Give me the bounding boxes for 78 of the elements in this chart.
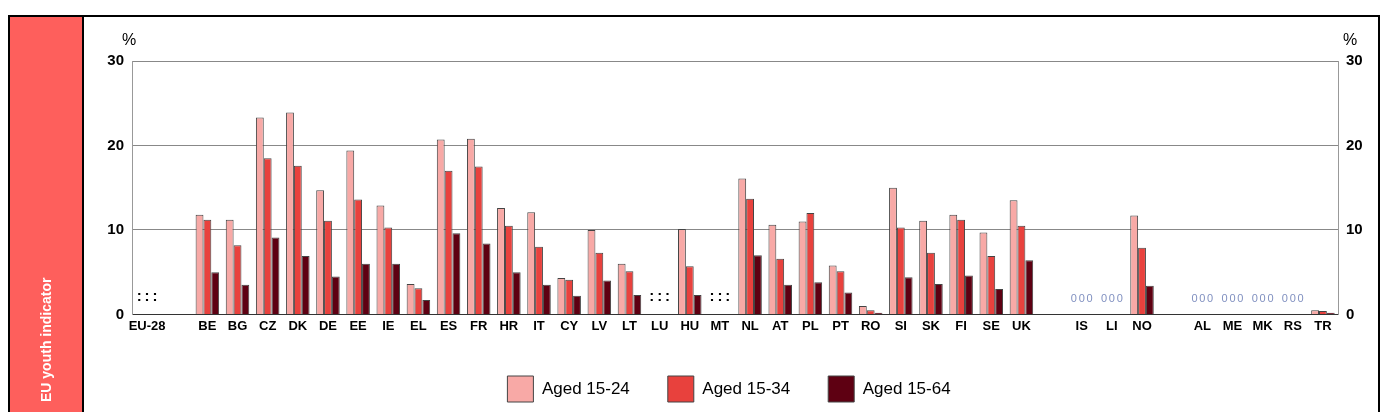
text: 0: [1086, 291, 1093, 304]
x-tick-label: FR: [470, 317, 488, 333]
x-tick-label: AL: [1193, 317, 1212, 333]
x-tick-label: HU: [680, 317, 700, 333]
x-tick-label: UK: [1012, 317, 1032, 333]
x-tick-label: AT: [772, 317, 789, 333]
text: 0: [1191, 291, 1198, 304]
y-tick-label: 20: [107, 135, 124, 153]
x-tick-label: SK: [921, 317, 941, 333]
x-tick-label: ES: [439, 317, 458, 333]
x-tick-label: EU-28: [128, 317, 166, 333]
text: EU youth indicator: [38, 277, 54, 402]
x-tick-label: BE: [198, 317, 217, 333]
x-tick-label: SE: [982, 317, 1001, 333]
x-tick-label: IS: [1075, 317, 1089, 333]
text: 0: [1289, 291, 1296, 304]
x-tick-label: LV: [591, 317, 608, 333]
legend-label: Aged 15-34: [702, 378, 791, 398]
y2-tick-label: 0: [1346, 304, 1355, 322]
text: 0: [1199, 291, 1206, 304]
text: :: [136, 287, 142, 305]
x-tick-label: LU: [650, 317, 669, 333]
x-tick-label: IT: [533, 317, 545, 333]
x-tick-label: PT: [832, 317, 849, 333]
text: 0: [1237, 291, 1244, 304]
x-tick-label: NO: [1132, 317, 1152, 333]
text: 0: [1267, 291, 1274, 304]
text: 0: [1207, 291, 1214, 304]
y-tick-label: 0: [115, 304, 124, 322]
x-tick-label: MK: [1252, 317, 1274, 333]
x-tick-label: PL: [802, 317, 819, 333]
text: :: [649, 287, 655, 305]
x-tick-label: FI: [955, 317, 967, 333]
y2-tick-label: 20: [1346, 135, 1363, 153]
text: 0: [1251, 291, 1258, 304]
text: :: [709, 287, 715, 305]
text: :: [144, 287, 150, 305]
legend-label: Aged 15-64: [862, 378, 951, 398]
x-tick-label: SI: [894, 317, 907, 333]
y-axis-title: %: [121, 31, 137, 49]
x-tick-label: RS: [1283, 317, 1303, 333]
x-tick-label: BG: [227, 317, 248, 333]
x-tick-label: MT: [710, 317, 730, 333]
y2-axis-title: %: [1342, 31, 1358, 49]
y-tick-label: 10: [107, 220, 124, 238]
text: :: [725, 287, 731, 305]
x-tick-label: CY: [560, 317, 579, 333]
x-tick-label: EE: [349, 317, 368, 333]
y2-tick-label: 10: [1346, 220, 1363, 238]
x-tick-label: DK: [288, 317, 308, 333]
text: 0: [1259, 291, 1266, 304]
text: :: [152, 287, 158, 305]
x-tick-label: NL: [741, 317, 759, 333]
x-tick-label: HR: [499, 317, 519, 333]
x-tick-label: DE: [318, 317, 338, 333]
x-tick-label: EL: [410, 317, 427, 333]
text: 0: [1100, 291, 1108, 304]
text: 0: [1297, 291, 1304, 304]
legend-label: Aged 15-24: [541, 378, 630, 398]
text: 0: [1070, 291, 1077, 304]
text: 0: [1281, 291, 1288, 304]
text: :: [664, 287, 670, 305]
text: 0: [1108, 291, 1115, 304]
text: :: [717, 287, 723, 305]
y-tick-label: 30: [107, 51, 124, 69]
x-tick-label: IE: [382, 317, 395, 333]
text: :: [657, 287, 663, 305]
x-tick-label: ME: [1222, 317, 1243, 333]
x-tick-label: LI: [1106, 317, 1118, 333]
y2-tick-label: 30: [1346, 51, 1363, 69]
text: 0: [1116, 291, 1123, 304]
text: 0: [1078, 291, 1085, 304]
text: 0: [1229, 291, 1236, 304]
text: 0: [1221, 291, 1228, 304]
x-tick-label: CZ: [259, 317, 277, 333]
x-tick-label: RO: [860, 317, 881, 333]
x-tick-label: LT: [622, 317, 637, 333]
x-tick-label: TR: [1314, 317, 1333, 333]
